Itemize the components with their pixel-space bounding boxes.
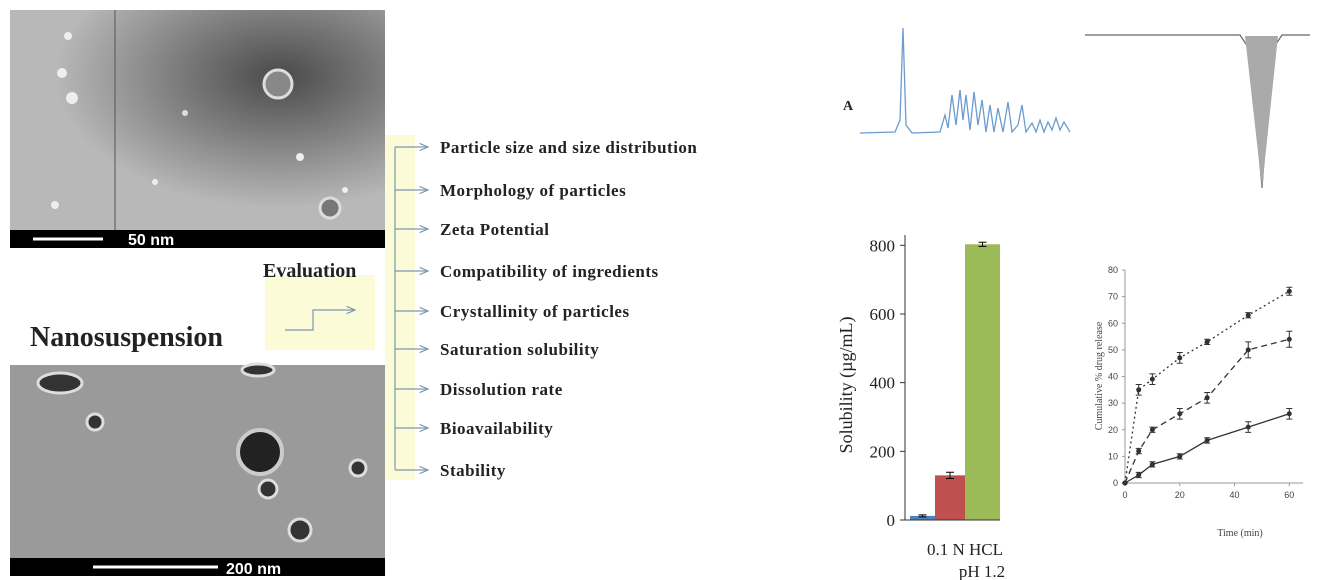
bar (935, 475, 965, 520)
y-tick-label: 60 (1108, 318, 1118, 328)
x-axis-label: Time (min) (1217, 528, 1262, 539)
x-tick-label: 0.1 N HCL (927, 540, 1003, 559)
line (1125, 414, 1289, 483)
evaluation-item: Bioavailability (440, 419, 553, 438)
x-tick-label: 40 (1230, 490, 1240, 500)
evaluation-item: Zeta Potential (440, 220, 549, 239)
y-tick-label: 50 (1108, 345, 1118, 355)
micrograph: 50 nm (10, 10, 385, 249)
y-tick-label: 0 (1113, 478, 1118, 488)
x-tick-label: 20 (1175, 490, 1185, 500)
figure: 50 nm 200 nm Nanosuspension Evaluation A… (0, 0, 1325, 580)
evaluation-item: Dissolution rate (440, 380, 563, 399)
axes (1125, 270, 1303, 483)
product-label: Nanosuspension (30, 322, 223, 353)
evaluation-title: Evaluation (263, 260, 356, 282)
spectrum-label: A (843, 99, 854, 114)
bar (965, 244, 1000, 520)
micrograph: 200 nm (10, 364, 385, 578)
evaluation-item: Particle size and size distribution (440, 138, 697, 157)
y-tick-label: 10 (1108, 451, 1118, 461)
y-tick-label: 600 (870, 305, 896, 324)
spectrum-trace (860, 28, 1070, 133)
y-tick-label: 80 (1108, 265, 1118, 275)
scale-label: 50 nm (128, 232, 174, 249)
evaluation-item: Saturation solubility (440, 340, 599, 359)
highlight-box (265, 275, 375, 350)
x-tick-label: pH 1.2 (959, 562, 1005, 580)
y-tick-label: 400 (870, 374, 896, 393)
y-tick-label: 70 (1108, 292, 1118, 302)
y-tick-label: 200 (870, 442, 896, 461)
evaluation-item: Crystallinity of particles (440, 302, 630, 321)
x-tick-label: 60 (1284, 490, 1294, 500)
evaluation-item: Stability (440, 461, 506, 480)
thermogram-trace (1085, 35, 1310, 188)
scale-label: 200 nm (226, 561, 281, 578)
y-tick-label: 30 (1108, 398, 1118, 408)
x-tick-label: 0 (1122, 490, 1127, 500)
y-tick-label: 0 (887, 511, 896, 530)
evaluation-item: Compatibility of ingredients (440, 262, 659, 281)
y-tick-label: 800 (870, 236, 896, 255)
y-axis-label: Cumulative % drug release (1094, 321, 1105, 430)
line (1125, 291, 1289, 483)
evaluation-item: Morphology of particles (440, 181, 626, 200)
y-axis-label: Solubility (µg/mL) (836, 317, 857, 454)
thermogram-area (1245, 36, 1278, 188)
y-tick-label: 20 (1108, 425, 1118, 435)
y-tick-label: 40 (1108, 372, 1118, 382)
